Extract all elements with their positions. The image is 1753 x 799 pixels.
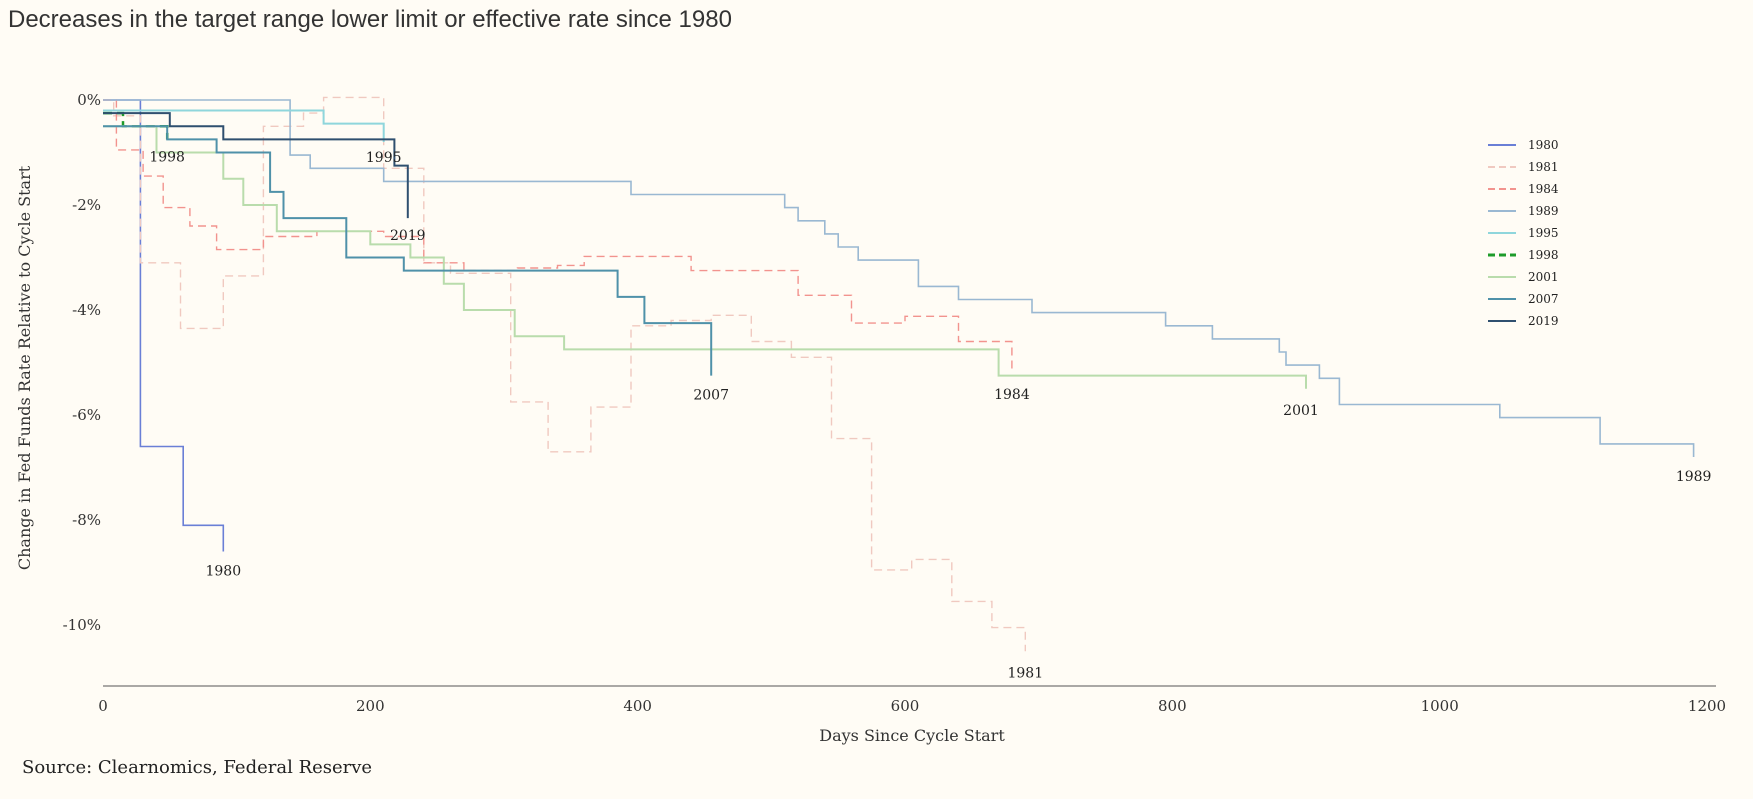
end-label-1998: 1998 <box>149 149 185 165</box>
legend-item-1981[interactable]: 1981 <box>1488 160 1559 174</box>
legend-item-2001[interactable]: 2001 <box>1488 270 1559 284</box>
legend-label: 1981 <box>1528 160 1559 174</box>
legend-label: 1995 <box>1528 226 1559 240</box>
end-label-1995: 1995 <box>366 150 402 166</box>
y-axis-title: Change in Fed Funds Rate Relative to Cyc… <box>15 165 34 570</box>
end-label-2007: 2007 <box>693 388 729 404</box>
legend-item-1989[interactable]: 1989 <box>1488 204 1559 218</box>
legend-label: 1998 <box>1528 248 1559 262</box>
series-line-1989 <box>103 99 1695 457</box>
x-tick-label: 1200 <box>1688 697 1726 715</box>
x-tick-label: 0 <box>98 697 108 715</box>
y-tick-label: 0% <box>77 91 101 109</box>
legend-item-1998[interactable]: 1998 <box>1488 248 1559 262</box>
x-tick-label: 800 <box>1158 697 1187 715</box>
series-end-labels: 1980 1981 1984 1989 1995 1998 2001 2007 2019 <box>149 149 1711 681</box>
y-tick-label: -10% <box>63 616 101 634</box>
y-tick-label: -8% <box>72 511 101 529</box>
end-label-1989: 1989 <box>1676 469 1712 485</box>
legend-label: 2001 <box>1528 270 1559 284</box>
series-line-2001 <box>103 125 1307 389</box>
legend-label: 2019 <box>1528 314 1559 328</box>
legend-label: 1980 <box>1528 138 1559 152</box>
legend-item-1980[interactable]: 1980 <box>1488 138 1559 152</box>
series-line-1980 <box>103 99 225 552</box>
series-line-1995 <box>103 109 385 142</box>
x-tick-labels: 0 200 400 600 800 1000 1200 <box>98 697 1726 715</box>
y-tick-labels: 0% -2% -4% -6% -8% -10% <box>63 91 101 634</box>
series-line-2007 <box>103 125 713 376</box>
series-lines <box>103 96 1695 652</box>
source-note: Source: Clearnomics, Federal Reserve <box>22 757 373 778</box>
x-tick-label: 400 <box>623 697 652 715</box>
x-axis-title: Days Since Cycle Start <box>819 726 1005 745</box>
chart-subtitle: Decreases in the target range lower limi… <box>8 6 732 33</box>
legend-item-2019[interactable]: 2019 <box>1488 314 1559 328</box>
legend-label: 1984 <box>1528 182 1559 196</box>
series-line-2019 <box>103 112 409 219</box>
y-tick-label: -6% <box>72 406 101 424</box>
end-label-2001: 2001 <box>1283 403 1319 419</box>
y-tick-label: -2% <box>72 196 101 214</box>
legend-label: 2007 <box>1528 292 1559 306</box>
end-label-1984: 1984 <box>994 387 1030 403</box>
end-label-2019: 2019 <box>390 228 426 244</box>
legend-item-2007[interactable]: 2007 <box>1488 292 1559 306</box>
legend-label: 1989 <box>1528 204 1559 218</box>
series-line-1984 <box>103 99 1013 373</box>
legend-item-1995[interactable]: 1995 <box>1488 226 1559 240</box>
end-label-1981: 1981 <box>1007 665 1043 681</box>
y-tick-label: -4% <box>72 301 101 319</box>
legend[interactable]: 1980 1981 1984 1989 1995 1998 2001 2007 2019 <box>1488 138 1559 328</box>
end-label-1980: 1980 <box>205 564 241 580</box>
x-tick-label: 600 <box>891 697 920 715</box>
series-line-1981 <box>103 96 1026 652</box>
x-tick-label: 1000 <box>1421 697 1459 715</box>
legend-item-1984[interactable]: 1984 <box>1488 182 1559 196</box>
x-tick-label: 200 <box>356 697 385 715</box>
